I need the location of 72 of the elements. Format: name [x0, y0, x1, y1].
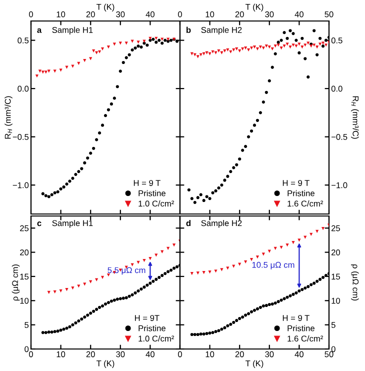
x-tick-label: 20	[86, 11, 95, 18]
y-tick-label: 0.5	[18, 38, 29, 44]
x-tick-label: 40	[294, 11, 304, 18]
x-tick-label: 10	[56, 11, 66, 18]
y-tick-label: 0.0	[331, 86, 342, 92]
annotation: d	[186, 220, 190, 226]
x-tick-label: 40	[146, 351, 155, 358]
legend-label: Pristine	[288, 325, 314, 332]
y-tick-label: 10	[20, 298, 29, 304]
y-tick-label: −0.5	[12, 134, 29, 140]
y-tick-label: 0	[331, 346, 336, 352]
x-tick-label: 50	[324, 11, 334, 18]
x-tick-label: 20	[235, 11, 244, 18]
legend-label: 1.6 C/cm²	[288, 200, 324, 207]
x-tick-label: 10	[56, 351, 66, 358]
x-tick-label: 30	[116, 11, 125, 18]
x-tick-label: 0	[29, 11, 33, 18]
legend-label: Pristine	[288, 190, 314, 196]
annotation: 10.5 μΩ cm	[252, 262, 294, 270]
legend-title: H = 9T	[135, 315, 160, 321]
x-tick-label: 50	[324, 351, 334, 358]
x-tick-label: 0	[178, 351, 182, 358]
y-axis-title: ρ (μΩ cm)	[12, 264, 20, 300]
annotation: c	[37, 222, 42, 226]
x-tick-label: 30	[116, 351, 125, 358]
legend-label: Pristine	[138, 325, 166, 332]
y-axis-title: R$_{H}$ (mm³/C)	[4, 96, 12, 139]
legend-title: H = 9 T	[134, 180, 160, 186]
legend-label: 1.6 C/cm²	[288, 335, 324, 342]
y-tick-label: 0.5	[331, 38, 342, 44]
y-tick-label: 10	[332, 298, 340, 304]
annotation: b	[186, 26, 191, 33]
y-tick-label: 25	[332, 225, 340, 232]
annotation: Sample H1	[52, 220, 93, 228]
x-axis-title: T (K)	[246, 4, 264, 12]
legend-label: 1.0 C/cm²	[138, 335, 174, 342]
x-tick-label: 0	[29, 351, 33, 358]
y-tick-label: 5	[331, 322, 336, 328]
annotation: 5.5 μΩ cm	[108, 267, 146, 275]
y-axis-title: R$_{H}$ (mm³/C)	[351, 96, 359, 139]
y-tick-label: 15	[20, 274, 29, 280]
legend-title: H = 9 T	[282, 180, 310, 186]
x-tick-label: 30	[265, 351, 274, 358]
legend-title: H = 9 T	[282, 315, 310, 321]
annotation: Sample H1	[52, 26, 93, 35]
x-tick-label: 10	[206, 351, 214, 358]
legend-label: Pristine	[138, 190, 166, 196]
y-tick-label: 25	[20, 225, 29, 232]
x-tick-label: 40	[294, 351, 304, 358]
legend-label: 1.0 C/cm²	[138, 200, 174, 207]
y-tick-label: 20	[332, 249, 340, 256]
y-tick-label: 15	[332, 274, 340, 280]
x-tick-label: 40	[146, 11, 155, 18]
x-tick-label: 20	[86, 351, 95, 358]
y-tick-label: −1.0	[331, 182, 348, 188]
x-tick-label: 0	[178, 11, 182, 18]
y-tick-label: −1.0	[12, 182, 29, 188]
y-tick-label: 20	[20, 249, 29, 256]
y-axis-title: ρ (μΩ cm)	[351, 264, 359, 301]
annotation: Sample H2	[201, 26, 242, 35]
annotation: a	[37, 28, 42, 33]
x-axis-title: T (K)	[96, 4, 114, 12]
x-tick-label: 20	[235, 351, 244, 358]
y-tick-label: 5	[24, 322, 29, 328]
y-tick-label: −0.5	[331, 134, 348, 140]
x-tick-label: 30	[265, 11, 274, 18]
y-tick-label: 0.0	[18, 86, 29, 92]
y-tick-label: 0	[24, 346, 29, 352]
annotation: Sample H2	[201, 220, 242, 228]
x-tick-label: 10	[206, 11, 214, 18]
x-axis-title: T (K)	[246, 360, 264, 368]
x-axis-title: T (K)	[96, 360, 114, 368]
